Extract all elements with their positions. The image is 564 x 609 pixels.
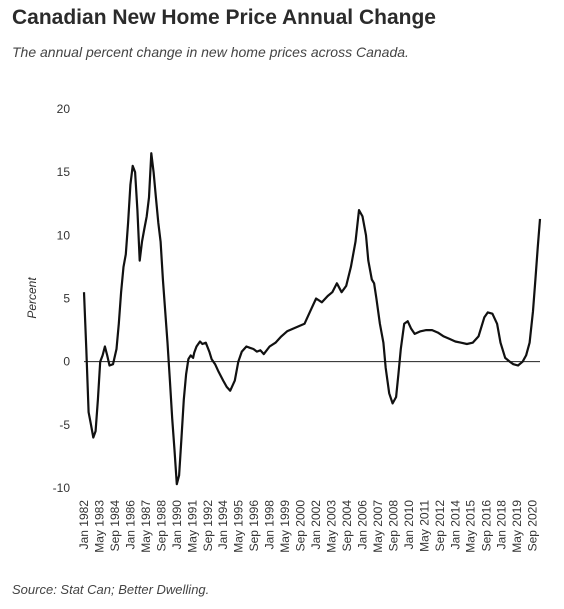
x-tick-label: Sep 2000: [294, 500, 308, 552]
x-tick-label: Sep 2004: [340, 500, 354, 552]
x-tick-label: Sep 1992: [201, 500, 215, 552]
x-tick-label: Jan 1986: [123, 500, 137, 550]
x-tick-label: May 2019: [510, 500, 524, 553]
x-tick-label: May 2015: [464, 500, 478, 553]
series-line: [82, 152, 542, 486]
y-axis-ticks: -10 -5 0 5 10 15 20: [53, 102, 71, 495]
x-tick-label: Sep 1996: [247, 500, 261, 552]
x-tick-label: Jan 1982: [77, 500, 91, 550]
y-tick-label: -10: [53, 481, 71, 495]
x-tick-label: Jan 2014: [448, 500, 462, 550]
x-tick-label: May 2011: [417, 500, 431, 552]
x-tick-label: May 1991: [185, 500, 199, 553]
y-tick-label: 10: [57, 228, 71, 242]
x-tick-label: Sep 2020: [526, 500, 540, 552]
x-tick-label: Sep 1984: [108, 500, 122, 552]
y-tick-label: 5: [63, 292, 70, 306]
x-tick-label: Sep 2008: [386, 500, 400, 552]
x-axis-ticks: Jan 1982 May 1983 Sep 1984 Jan 1986 May 1987…: [77, 500, 540, 553]
x-tick-label: Jan 2006: [355, 500, 369, 550]
y-tick-label: 20: [57, 102, 71, 116]
x-tick-label: Jan 2018: [495, 500, 509, 550]
chart-title: Canadian New Home Price Annual Change: [12, 6, 436, 29]
y-tick-label: -5: [59, 418, 70, 432]
x-tick-label: May 1987: [139, 500, 153, 553]
chart-subtitle: The annual percent change in new home pr…: [12, 44, 409, 60]
x-tick-label: May 1983: [92, 500, 106, 553]
x-tick-label: Jan 1990: [170, 500, 184, 550]
source-note: Source: Stat Can; Better Dwelling.: [12, 582, 210, 597]
y-tick-label: 0: [63, 355, 70, 369]
x-tick-label: Jan 2010: [402, 500, 416, 550]
x-tick-label: Sep 2012: [433, 500, 447, 552]
y-axis-label: Percent: [25, 277, 39, 319]
x-tick-label: May 2007: [371, 500, 385, 553]
x-tick-label: Jan 1998: [263, 500, 277, 550]
x-tick-label: Jan 1994: [216, 500, 230, 550]
x-tick-label: Jan 2002: [309, 500, 323, 550]
y-tick-label: 15: [57, 165, 71, 179]
x-tick-label: Sep 2016: [479, 500, 493, 552]
x-tick-label: May 1999: [278, 500, 292, 553]
x-tick-label: May 1995: [232, 500, 246, 553]
x-tick-label: Sep 1988: [154, 500, 168, 552]
x-tick-label: May 2003: [324, 500, 338, 553]
